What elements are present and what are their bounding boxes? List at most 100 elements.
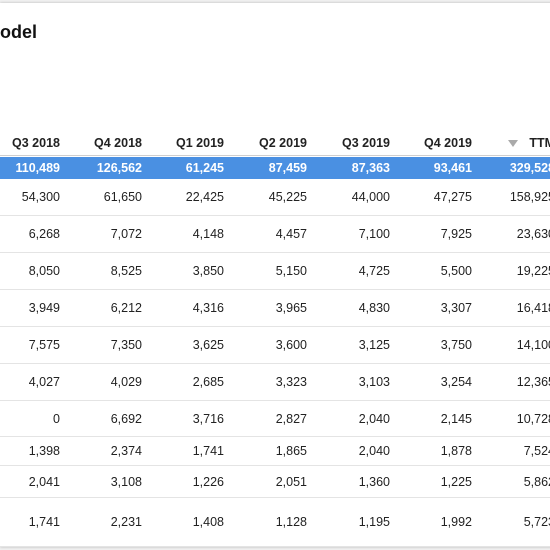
cell: 329,528	[509, 161, 550, 175]
cell: 1,741	[28, 515, 60, 529]
cell: 7,100	[358, 227, 390, 241]
cell: 2,040	[358, 411, 390, 426]
cell: 1,226	[192, 474, 224, 489]
cell: 0	[53, 411, 60, 426]
cell: 4,027	[28, 375, 60, 389]
cell: 1,398	[28, 444, 60, 458]
cell: 5,723	[523, 515, 550, 529]
cell: 8,050	[28, 264, 60, 278]
cell: 1,408	[192, 515, 224, 529]
cell: 3,254	[440, 375, 472, 389]
title: odel	[0, 22, 38, 42]
cell: 3,108	[110, 474, 142, 489]
column-header[interactable]: Q3 2018	[12, 135, 60, 150]
cell: 7,925	[440, 227, 472, 241]
cell: 3,323	[275, 375, 307, 389]
data-row[interactable]: 3,949 6,212 4,316 3,965 4,830 3,307 16,418	[0, 290, 550, 327]
cell: 3,307	[440, 301, 472, 315]
data-row[interactable]: 6,268 7,072 4,148 4,457 7,100 7,925 23,630	[0, 216, 550, 253]
cell: 2,827	[275, 411, 307, 426]
cell: 4,725	[358, 264, 390, 278]
cell: 1,128	[275, 515, 307, 529]
cell: 54,300	[21, 190, 60, 204]
cell: 44,000	[351, 190, 390, 204]
cell: 1,360	[358, 474, 390, 489]
cell: 2,374	[110, 444, 142, 458]
cell: 6,268	[28, 227, 60, 241]
cell: 4,316	[192, 301, 224, 315]
data-row[interactable]: 1,398 2,374 1,741 1,865 2,040 1,878 7,524	[0, 437, 550, 466]
data-row[interactable]: 2,041 3,108 1,226 2,051 1,360 1,225 5,862	[0, 466, 550, 498]
data-row[interactable]: 8,050 8,525 3,850 5,150 4,725 5,500 19,225	[0, 253, 550, 290]
cell: 4,148	[192, 227, 224, 241]
cell: 10,728	[516, 411, 550, 426]
cell: 7,575	[28, 338, 60, 352]
cell: 1,195	[358, 515, 390, 529]
column-header[interactable]: Q3 2019	[342, 135, 390, 150]
cell: 4,029	[110, 375, 142, 389]
column-header[interactable]: TTM	[529, 135, 550, 150]
cell: 2,041	[28, 474, 60, 489]
cell: 8,525	[110, 264, 142, 278]
column-header[interactable]: Q4 2019	[424, 135, 472, 150]
cell: 3,850	[192, 264, 224, 278]
cell: 6,692	[110, 411, 142, 426]
cell: 1,865	[275, 444, 307, 458]
cell: 6,212	[110, 301, 142, 315]
cell: 2,145	[440, 411, 472, 426]
cell: 3,125	[358, 338, 390, 352]
cell: 7,524	[523, 444, 550, 458]
cell: 87,363	[351, 161, 390, 175]
cell: 3,750	[440, 338, 472, 352]
data-row[interactable]: 0 6,692 3,716 2,827 2,040 2,145 10,728	[0, 401, 550, 437]
data-row[interactable]: 54,300 61,650 22,425 45,225 44,000 47,275 158,…	[0, 179, 550, 216]
cell: 7,072	[110, 227, 142, 241]
cell: 5,500	[440, 264, 472, 278]
cell: 5,862	[523, 474, 550, 489]
data-row[interactable]: 1,741 2,231 1,408 1,128 1,195 1,992 5,723	[0, 498, 550, 547]
cell: 14,100	[516, 338, 550, 352]
cell: 7,350	[110, 338, 142, 352]
cell: 1,225	[440, 474, 472, 489]
cell: 93,461	[433, 161, 472, 175]
data-row[interactable]: 7,575 7,350 3,625 3,600 3,125 3,750 14,100	[0, 327, 550, 364]
table-card: odel Q3 2018 Q4 2018 Q1 2019 Q2 2019 Q3 2019…	[0, 3, 550, 547]
data-row[interactable]: 4,027 4,029 2,685 3,323 3,103 3,254 12,365	[0, 364, 550, 401]
cell: 19,225	[516, 264, 550, 278]
cell: 22,425	[185, 190, 224, 204]
cell: 2,685	[192, 375, 224, 389]
column-header[interactable]: Q2 2019	[259, 135, 307, 150]
cell: 2,040	[358, 444, 390, 458]
cell: 61,650	[103, 190, 142, 204]
cell: 2,051	[275, 474, 307, 489]
column-header[interactable]: Q1 2019	[176, 135, 224, 150]
cell: 110,489	[15, 161, 61, 175]
cell: 87,459	[268, 161, 307, 175]
cell: 3,965	[275, 301, 307, 315]
cell: 5,150	[275, 264, 307, 278]
column-header[interactable]: Q4 2018	[94, 135, 142, 150]
cell: 61,245	[185, 161, 224, 175]
cell: 12,365	[516, 375, 550, 389]
cell: 158,925	[509, 190, 550, 204]
cell: 3,103	[358, 375, 390, 389]
header-row: Q3 2018 Q4 2018 Q1 2019 Q2 2019 Q3 2019 Q4 20…	[0, 130, 550, 156]
cell: 4,830	[358, 301, 390, 315]
cell: 3,716	[192, 411, 224, 426]
cell: 16,418	[516, 301, 550, 315]
cell: 126,562	[96, 161, 142, 175]
cell: 47,275	[433, 190, 472, 204]
cell: 3,600	[275, 338, 307, 352]
total-row[interactable]: 110,489 126,562 61,245 87,459 87,363 93,461 32…	[0, 157, 550, 179]
cell: 3,949	[28, 301, 60, 315]
cell: 1,741	[192, 444, 224, 458]
cell: 23,630	[516, 227, 550, 241]
cell: 45,225	[268, 190, 307, 204]
cell: 1,992	[440, 515, 472, 529]
cell: 1,878	[440, 444, 472, 458]
cell: 2,231	[110, 515, 142, 529]
cell: 3,625	[192, 338, 224, 352]
cell: 4,457	[275, 227, 307, 241]
sort-indicator	[508, 140, 518, 147]
